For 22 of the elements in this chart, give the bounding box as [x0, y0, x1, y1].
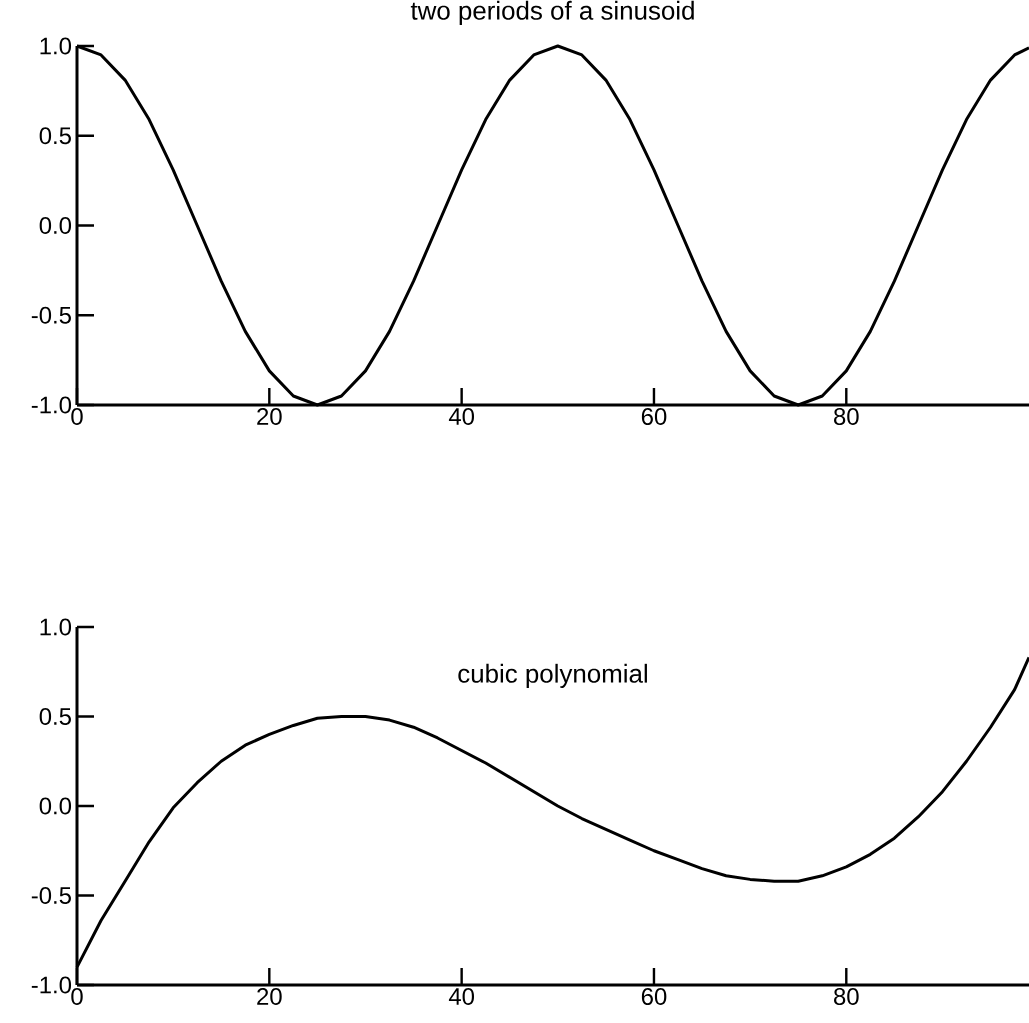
x-tick-label: 40 — [448, 988, 475, 1005]
x-tick-label: 60 — [641, 408, 667, 425]
y-tick-label: -0.5 — [31, 306, 71, 324]
x-tick-label: 0 — [71, 988, 83, 1005]
text: cubic polynomial — [458, 663, 647, 688]
chart-title: two periods of a sinusoid — [410, 0, 694, 25]
y-tick-label: 0.5 — [39, 708, 71, 725]
y-tick-label: -0.5 — [31, 887, 71, 904]
y-tick-label: 1.0 — [40, 37, 72, 55]
x-tick-label: 60 — [641, 988, 667, 1005]
y-tick-label: 0.5 — [39, 127, 71, 145]
x-tick-label: 80 — [834, 408, 859, 425]
y-tick-label: 0.0 — [39, 217, 72, 234]
y-tick-label: 0.0 — [39, 797, 72, 815]
x-tick-label: 80 — [834, 988, 859, 1005]
x-tick-label: 20 — [257, 408, 282, 425]
y-tick-label: 1.0 — [40, 618, 72, 636]
x-tick-label: 40 — [448, 408, 475, 425]
x-tick-label: 0 — [71, 408, 83, 425]
y-tick-label: -1.0 — [31, 976, 72, 994]
x-tick-label: 20 — [257, 988, 282, 1005]
y-tick-label: -1.0 — [31, 396, 72, 414]
